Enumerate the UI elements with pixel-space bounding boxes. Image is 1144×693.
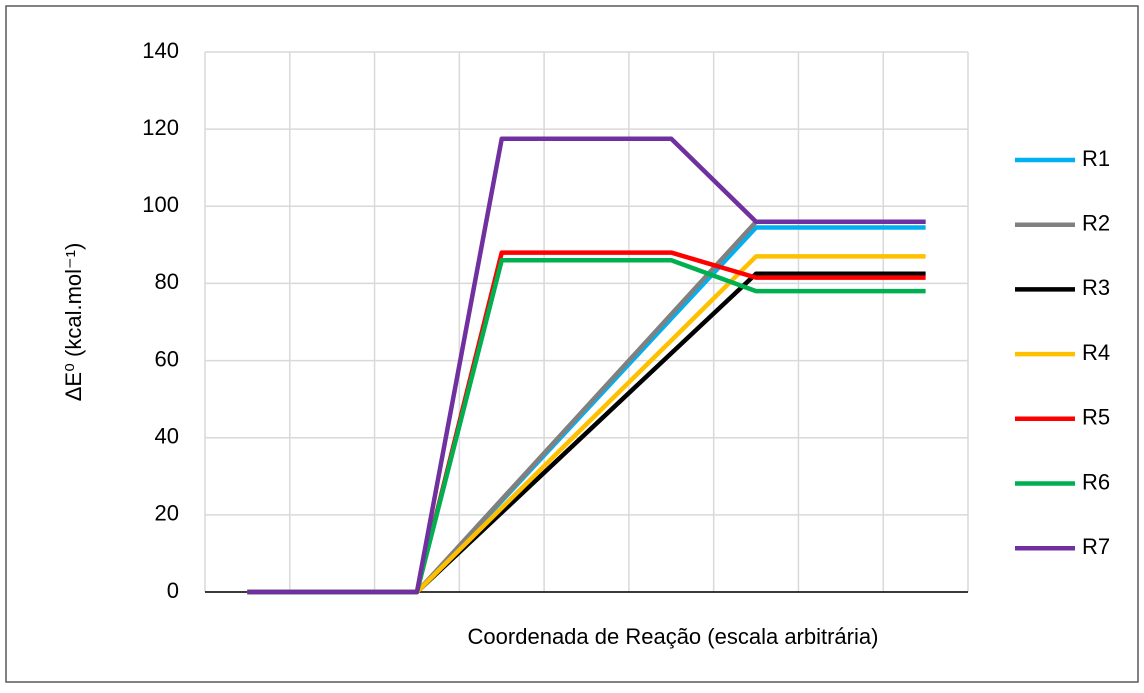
x-axis-label: Coordenada de Reação (escala arbitrária)	[468, 624, 879, 649]
series-line	[247, 136, 926, 595]
y-tick-label: 60	[155, 346, 179, 371]
y-axis-label: ΔE⁰ (kcal.mol⁻¹)	[61, 243, 86, 402]
y-tick-label: 100	[142, 192, 179, 217]
legend-label: R1	[1082, 146, 1110, 171]
legend-label: R3	[1082, 275, 1110, 300]
y-tick-label: 80	[155, 269, 179, 294]
y-tick-label: 0	[167, 578, 179, 603]
legend-label: R7	[1082, 534, 1110, 559]
legend-label: R4	[1082, 340, 1110, 365]
chart-frame	[5, 5, 1139, 683]
legend-label: R2	[1082, 211, 1110, 236]
legend-label: R5	[1082, 405, 1110, 430]
y-tick-label: 20	[155, 501, 179, 526]
y-tick-label: 140	[142, 38, 179, 63]
legend-label: R6	[1082, 469, 1110, 494]
y-tick-label: 40	[155, 424, 179, 449]
y-tick-label: 120	[142, 115, 179, 140]
